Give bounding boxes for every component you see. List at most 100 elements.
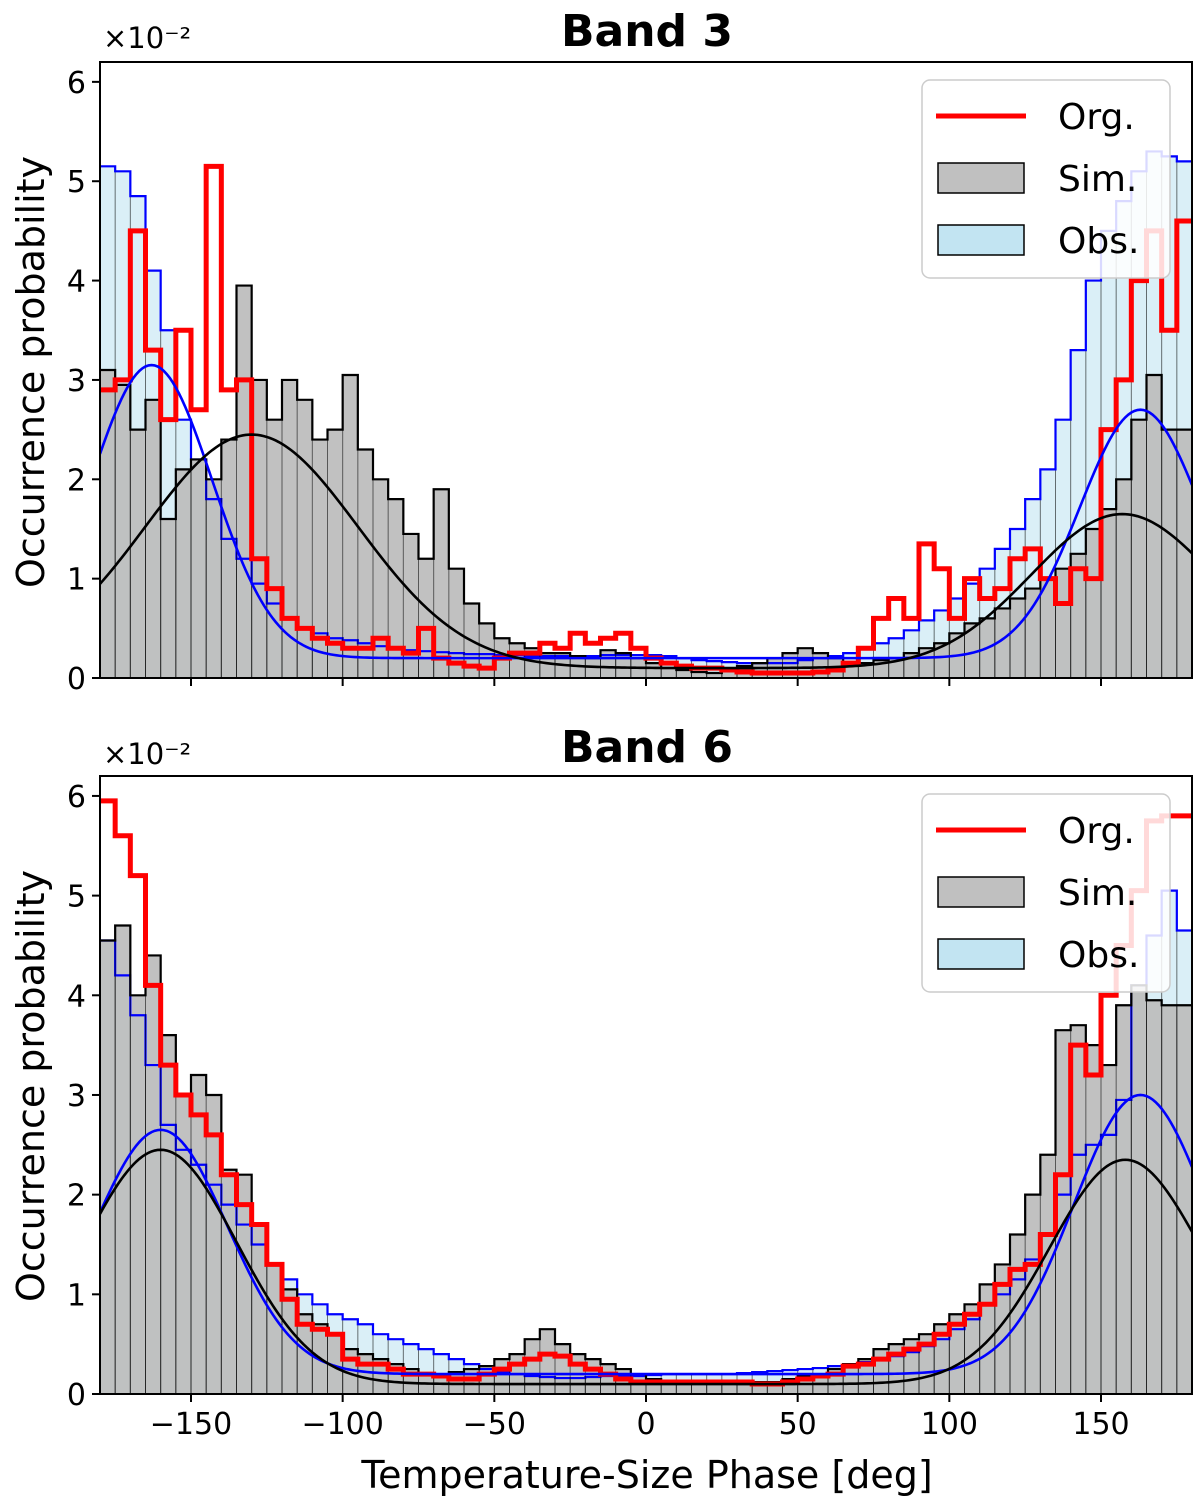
legend-label: Sim. [1058, 159, 1137, 200]
bar [221, 1169, 237, 1394]
legend: Org. Sim. Obs. [921, 793, 1171, 993]
hist-edges-sim [100, 924, 1192, 1394]
bar [115, 384, 131, 678]
bar [418, 558, 434, 678]
y-tick-label: 1 [67, 1278, 86, 1313]
y-tick-label: 4 [67, 979, 86, 1014]
y-axis-label: Occurrence probability [9, 156, 53, 588]
bar [691, 672, 707, 678]
y-tick-label: 6 [67, 66, 86, 101]
bar [191, 459, 207, 678]
legend-label: Org. [1058, 97, 1135, 138]
bar [524, 1339, 540, 1394]
x-tick-label: −50 [463, 1407, 526, 1442]
obs-fit-curve [100, 363, 1192, 660]
bar [721, 670, 737, 678]
bar [206, 1094, 222, 1394]
org-step-line [100, 798, 1192, 1387]
bar [1055, 568, 1071, 678]
bar [858, 1359, 874, 1394]
bar [1025, 1194, 1041, 1394]
bar [342, 374, 358, 678]
bar [236, 285, 252, 678]
bar [175, 469, 191, 678]
bar [373, 479, 389, 678]
hist-sim [100, 925, 1192, 1394]
bar [661, 1382, 677, 1394]
bar [934, 1324, 950, 1394]
bar [479, 623, 495, 678]
bar [979, 1284, 995, 1394]
bar [1085, 1045, 1101, 1394]
legend-patch-swatch [937, 938, 1025, 970]
bar [1070, 1025, 1086, 1394]
bar [297, 1314, 313, 1394]
bar [1176, 1005, 1192, 1394]
panel-band-3: Band 3 ×10⁻² Occurrence probability 0 1 2 3… [9, 6, 1193, 697]
bar [357, 449, 373, 678]
legend-label: Sim. [1058, 873, 1137, 914]
bar [1025, 588, 1041, 678]
bar [964, 1304, 980, 1394]
bar [706, 1382, 722, 1394]
y-tick-label: 3 [67, 1079, 86, 1114]
bar [1055, 1030, 1071, 1394]
legend-label: Obs. [1058, 935, 1139, 976]
bar [282, 379, 298, 678]
bar [767, 1382, 783, 1394]
y-tick-label: 4 [67, 265, 86, 300]
bar [1010, 598, 1026, 678]
bar [676, 1382, 692, 1394]
y-tick-label: 5 [67, 165, 86, 200]
bar [1116, 1005, 1132, 1394]
bar [964, 623, 980, 678]
obs-fit-curve [100, 1093, 1192, 1376]
x-tick-label: 150 [1072, 1407, 1129, 1442]
bar [130, 995, 146, 1394]
bar [251, 1224, 267, 1394]
bar [994, 1264, 1010, 1394]
bar [691, 1382, 707, 1394]
x-tick-label: −150 [150, 1407, 232, 1442]
legend-patch-swatch [937, 876, 1025, 908]
bar [433, 489, 449, 678]
bar [115, 925, 131, 1394]
bar [1131, 419, 1147, 678]
y-tick-label: 6 [67, 780, 86, 815]
y-tick-label: 3 [67, 364, 86, 399]
legend-patch-swatch [937, 224, 1025, 256]
bar [949, 1314, 965, 1394]
legend-patch-swatch [937, 162, 1025, 194]
bar [160, 519, 176, 678]
panel-band-6: Band 6 ×10⁻² Occurrence probability Temp… [9, 722, 1193, 1497]
bar [919, 1334, 935, 1394]
legend-label: Obs. [1058, 221, 1139, 262]
chart-title: Band 6 [561, 722, 733, 773]
bar [448, 568, 464, 678]
bar [858, 663, 874, 678]
bar [312, 439, 328, 678]
bar [843, 1364, 859, 1394]
bar [1101, 509, 1117, 678]
bar [1040, 1154, 1056, 1394]
bar [297, 399, 313, 678]
bar [585, 658, 601, 678]
bar [1146, 374, 1162, 678]
y-tick-label: 5 [67, 880, 86, 915]
bar [919, 648, 935, 678]
y-axis-label: Occurrence probability [9, 870, 53, 1302]
bar [282, 1289, 298, 1394]
bar [661, 668, 677, 678]
bar [266, 1264, 282, 1394]
bar [752, 1382, 768, 1394]
bar [403, 533, 419, 678]
bar [676, 670, 692, 678]
y-tick-label: 2 [67, 1179, 86, 1214]
bar [266, 419, 282, 678]
bar [1176, 429, 1192, 678]
chart-title: Band 3 [561, 6, 733, 57]
bar [934, 643, 950, 678]
bar [130, 429, 146, 678]
plot-area [100, 150, 1192, 678]
